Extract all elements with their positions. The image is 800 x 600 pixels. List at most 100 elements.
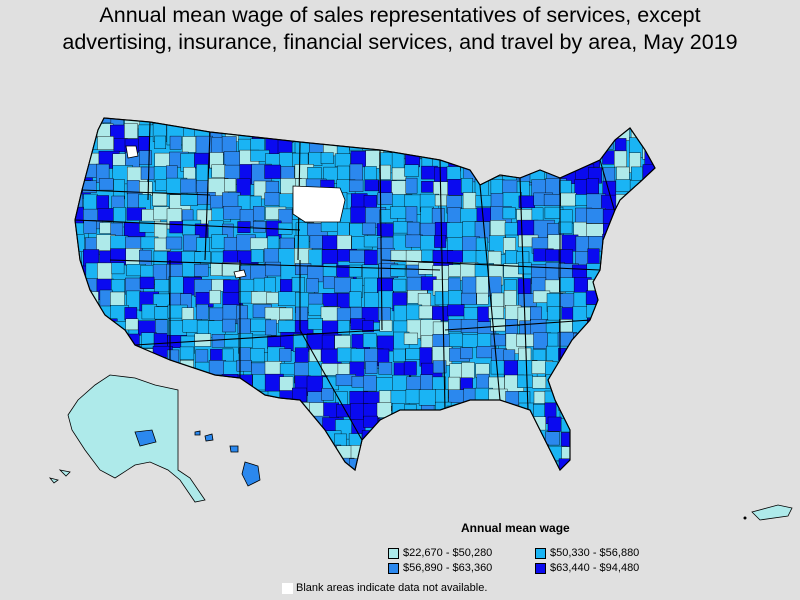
legend-swatch-2 xyxy=(535,547,546,559)
map-area-374 xyxy=(490,220,506,238)
map-area-1053 xyxy=(362,444,383,460)
map-area-1143 xyxy=(419,473,437,488)
no-data-swatch xyxy=(282,582,293,594)
map-area-1042 xyxy=(209,445,224,457)
map-area-129 xyxy=(75,150,85,167)
map-area-1111 xyxy=(575,458,588,470)
map-area-618 xyxy=(295,306,309,322)
map-area-387 xyxy=(75,234,85,252)
map-area-124 xyxy=(601,136,614,150)
map-area-76 xyxy=(533,124,549,144)
map-area-1132 xyxy=(266,475,282,488)
map-area-895 xyxy=(558,391,574,411)
map-area-10 xyxy=(210,118,224,124)
map-area-1017 xyxy=(460,432,481,454)
map-area-15 xyxy=(281,118,302,131)
map-area-827 xyxy=(209,377,227,393)
map-area-516 xyxy=(75,278,89,297)
map-area-642 xyxy=(631,306,644,321)
map-area-163 xyxy=(547,151,567,169)
map-area-475 xyxy=(97,262,113,281)
map-area-551 xyxy=(559,277,577,293)
map-area-245 xyxy=(490,179,505,195)
map-area-649 xyxy=(125,318,139,331)
map-area-815 xyxy=(645,362,655,384)
map-area-771 xyxy=(629,347,646,368)
map-area-798 xyxy=(403,361,417,376)
map-area-960 xyxy=(265,417,279,437)
map-area-79 xyxy=(572,124,592,139)
map-area-913 xyxy=(211,405,226,427)
map-area-1019 xyxy=(489,430,503,447)
map-area-543 xyxy=(448,277,461,293)
map-area-1114 xyxy=(614,459,631,470)
map-area-1055 xyxy=(390,444,408,465)
hawaii-oahu xyxy=(204,433,214,442)
map-area-1059 xyxy=(449,447,467,462)
map-area-1005 xyxy=(293,430,306,443)
map-area-457 xyxy=(447,250,464,263)
map-area-984 xyxy=(602,416,620,437)
map-area-929 xyxy=(435,401,452,420)
map-area-1049 xyxy=(306,447,325,462)
map-area-1092 xyxy=(306,459,326,470)
map-area-259 xyxy=(83,193,98,211)
map-area-84 xyxy=(645,124,655,139)
map-area-826 xyxy=(197,374,216,390)
map-area-945 xyxy=(656,403,667,416)
map-area-941 xyxy=(603,404,616,426)
map-area-338 xyxy=(586,208,606,224)
map-area-1140 xyxy=(379,473,393,493)
map-area-691 xyxy=(111,335,127,355)
map-area-639 xyxy=(586,304,607,318)
map-area-1013 xyxy=(405,430,425,451)
map-area-917 xyxy=(265,404,280,422)
map-area-78 xyxy=(559,125,573,142)
map-area-1018 xyxy=(474,430,487,447)
map-area-968 xyxy=(377,418,395,440)
map-area-579 xyxy=(349,291,362,308)
map-area-469 xyxy=(613,251,632,268)
map-area-82 xyxy=(613,123,630,141)
state-border-5 xyxy=(81,189,211,196)
map-area-1001 xyxy=(237,431,257,451)
map-area-1105 xyxy=(488,460,508,470)
map-area-1028 xyxy=(614,431,629,451)
map-area-1014 xyxy=(419,430,441,450)
map-area-336 xyxy=(559,209,573,224)
map-area-379 xyxy=(558,221,573,234)
map-area-66 xyxy=(390,122,406,142)
map-area-746 xyxy=(279,348,292,362)
map-area-37 xyxy=(587,118,607,128)
map-area-1064 xyxy=(517,447,531,465)
map-area-1040 xyxy=(181,446,201,461)
map-area-870 xyxy=(208,389,224,402)
map-area-74 xyxy=(502,123,515,138)
map-area-1046 xyxy=(265,446,285,461)
map-area-611 xyxy=(196,304,209,320)
alaska xyxy=(48,374,206,503)
map-area-59 xyxy=(295,123,316,140)
map-area-434 xyxy=(125,248,141,266)
map-area-1045 xyxy=(253,444,273,464)
legend-label-1: $22,670 - $50,280 xyxy=(403,547,493,559)
map-area-859 xyxy=(658,377,673,390)
map-area-243 xyxy=(461,178,474,194)
map-area-683 xyxy=(600,321,618,338)
map-area-977 xyxy=(503,416,521,429)
map-area-1103 xyxy=(460,461,480,470)
map-area-396 xyxy=(196,237,210,253)
map-area-612 xyxy=(208,307,224,322)
no-data-areas xyxy=(125,145,346,279)
map-area-80 xyxy=(586,123,606,136)
map-area-898 xyxy=(603,388,623,403)
map-area-307 xyxy=(153,206,170,221)
map-area-899 xyxy=(617,390,631,406)
map-area-712 xyxy=(403,332,418,345)
map-area-28 xyxy=(461,118,477,132)
map-area-332 xyxy=(502,207,516,220)
map-area-596 xyxy=(585,290,603,305)
map-area-487 xyxy=(265,261,281,277)
map-area-468 xyxy=(603,248,618,264)
